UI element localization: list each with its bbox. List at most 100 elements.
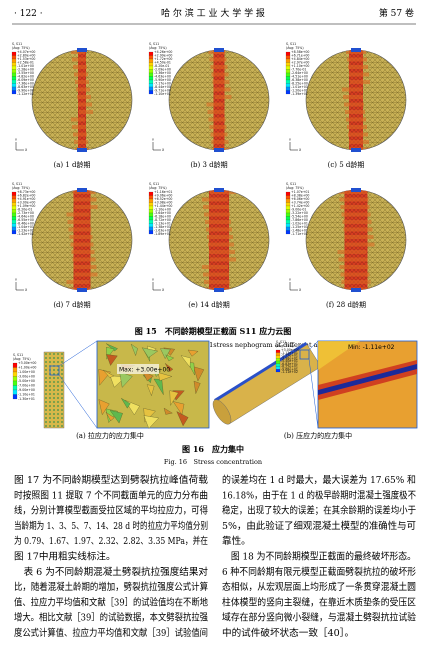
bottom-bearing-strip [214, 288, 224, 292]
legend-swatch [11, 51, 17, 56]
legend-swatch [12, 380, 18, 386]
legend-swatch [285, 216, 291, 221]
legend-value: -8.25e+01 [281, 365, 298, 369]
body-line: 柱体模型的竖向主裂缝，在靠近木质垫条的受压区 [222, 596, 416, 608]
body-line: 态相似，从宏观层面上均形成了一条贯穿混凝土圆 [222, 581, 416, 593]
legend-value: -5.00e+00 [18, 379, 35, 383]
aggregate [176, 411, 189, 427]
aggregate [169, 390, 179, 406]
axis-label: Y [289, 278, 291, 282]
legend-value: +6.52e+00 [154, 197, 172, 201]
crack-band-edge [73, 132, 87, 137]
panel-caption: (b) 3 d龄期 [190, 160, 227, 169]
legend-value: -1.11e+02 [281, 370, 298, 374]
crack-band-edge [213, 87, 231, 92]
legend-swatch [285, 86, 291, 91]
aggregate [98, 399, 110, 416]
aggregate [109, 410, 123, 424]
aggregate [172, 401, 185, 416]
figure-caption: 图 15 不同龄期模型正截面 S11 应力云图 [135, 326, 291, 336]
legend-value: +4.26e+00 [154, 50, 172, 54]
crack-band-edge [340, 205, 370, 209]
crack-band-edge [204, 280, 230, 284]
aggregate [153, 378, 164, 395]
legend-swatch [275, 369, 281, 373]
legend-swatch [11, 90, 17, 95]
contour-plot [305, 48, 407, 152]
legend-value: +1.72e+00 [154, 57, 172, 61]
volume: 第 57 卷 [379, 7, 414, 19]
crack-band-edge [77, 95, 91, 99]
body-line: 比，随着混凝土龄期的增加，劈裂抗拉强度公式计算 [14, 581, 208, 593]
crack-band-edge [209, 250, 235, 254]
legend-swatch [11, 219, 17, 224]
body-line: 中的试件破坏状态一致［40］。 [222, 627, 354, 639]
legend-value: -1.10e+01 [18, 393, 35, 397]
crack-band-edge [345, 242, 375, 247]
legend-value: -1.13e+01 [281, 351, 298, 355]
crack-band-edge [74, 205, 98, 209]
legend-swatch [11, 76, 17, 81]
legend-swatch [11, 58, 17, 63]
legend-swatch [148, 223, 154, 228]
top-bearing-strip [77, 188, 87, 192]
panel-caption: (a) 1 d龄期 [53, 160, 90, 169]
legend-value: -9.90e+00 [17, 89, 34, 93]
legend-title: S, S11 [286, 182, 296, 186]
crack-band-edge [202, 197, 228, 202]
legend-value: -2.55e+01 [281, 354, 298, 358]
crack-band-edge [70, 242, 94, 247]
legend-value: +8.58e+00 [291, 50, 309, 54]
legend-swatch [148, 205, 154, 210]
legend-value: +3.74e+00 [291, 201, 309, 205]
aggregate [119, 371, 133, 388]
legend-swatch [285, 198, 291, 203]
legend-value: -2.28e+00 [17, 68, 34, 72]
legend-value: -1.01e+00 [17, 64, 34, 68]
cylinder-strip [214, 342, 308, 402]
legend-subtitle: (Avg: 75%) [12, 186, 30, 190]
legend-value: +2.58e-01 [17, 61, 34, 65]
top-bearing-strip [351, 48, 361, 52]
legend-value: -6.38e+00 [291, 78, 308, 82]
crack-band-core [213, 50, 225, 150]
legend-subtitle: (Avg: 75%) [286, 186, 304, 190]
crack-band-edge [66, 212, 90, 217]
legend-value: -3.64e+00 [154, 211, 171, 215]
legend-value: +2.80e+00 [17, 54, 35, 58]
zoom-line [308, 340, 319, 351]
legend-value: -4.82e+00 [17, 75, 34, 79]
legend-swatch [11, 62, 17, 67]
legend-value: -5.54e+00 [291, 215, 308, 219]
legend-swatch [11, 198, 17, 203]
aggregate [103, 369, 115, 378]
legend-title: S, S11 [149, 42, 159, 46]
legend-swatch [12, 376, 18, 382]
legend-swatch [12, 371, 18, 377]
legend-swatch [285, 205, 291, 210]
aggregate [165, 354, 175, 362]
axis-label: Y [15, 138, 17, 142]
legend-value: -7.00e+00 [18, 384, 35, 388]
crack-band-edge [342, 87, 362, 92]
legend-value: -1.12e+01 [17, 92, 34, 96]
legend-value: +8.73e+00 [17, 190, 35, 194]
legend-value: +2.97e+00 [291, 61, 309, 65]
legend-swatch [148, 55, 154, 60]
legend-value: +1.44e+00 [154, 204, 172, 208]
crack-band-edge [211, 140, 229, 144]
legend-swatch [148, 76, 154, 81]
crack-band-edge [203, 205, 229, 209]
crack-band-edge [208, 117, 226, 122]
stress-band-core [318, 364, 417, 395]
legend-value: -7.17e+00 [154, 82, 171, 86]
legend-swatch [285, 226, 291, 231]
legend-swatch [148, 83, 154, 88]
body-line: 16.18%，由于在 1 d 的极早龄期时混凝土强度极不 [222, 489, 416, 501]
legend-swatch [11, 69, 17, 74]
aggregate [105, 412, 115, 421]
legend-title: S, S11 [12, 42, 22, 46]
legend-value: -8.44e+00 [154, 85, 171, 89]
legend-swatch [275, 363, 281, 367]
